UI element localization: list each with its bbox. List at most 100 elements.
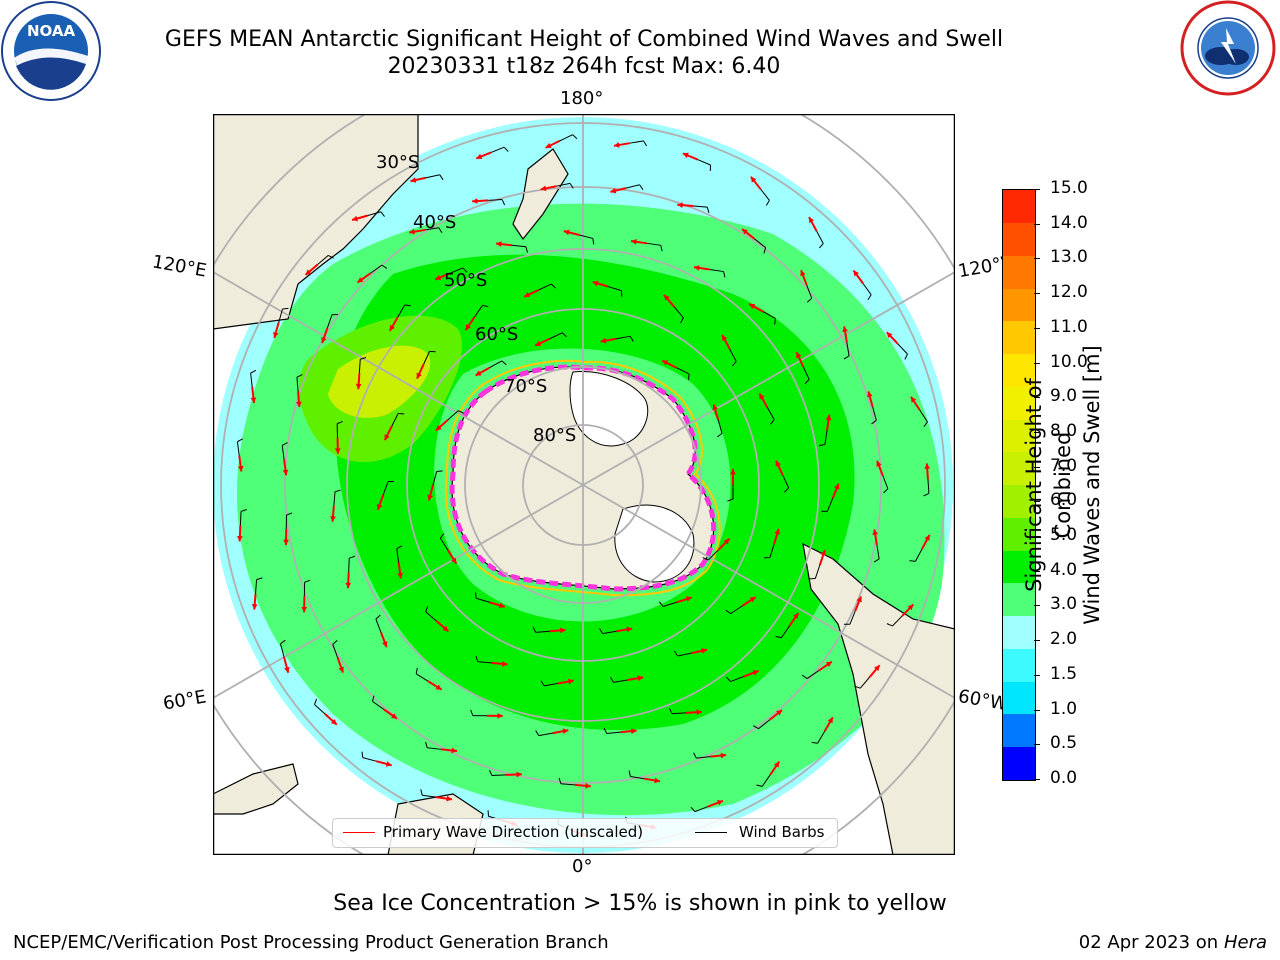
wind-barb-flag [282,442,288,446]
wind-barb [278,308,283,323]
wind-barb [677,652,692,657]
colorbar-tick-mark [1034,293,1040,295]
wave-arrow-head [416,372,422,379]
colorbar-tick-label: 12.0 [1050,282,1088,303]
wave-arrow-head [282,469,289,476]
wind-barb [625,184,640,189]
wave-arrow-head [475,370,482,376]
wind-barb-flag [725,609,731,615]
wave-arrow-head [742,229,749,235]
wind-barb [760,189,770,201]
wave-arrow-head [389,324,395,331]
wave-arrow-head [545,142,552,149]
colorbar-tick-mark [1034,327,1040,329]
wind-barb [613,679,628,683]
wind-barb [762,311,776,319]
wind-barb [616,335,631,340]
wind-barb-flag [470,709,474,716]
wind-barb [250,373,253,388]
wave-arrow-head [384,434,390,441]
wind-barb [511,244,527,248]
wave-arrow-head [585,782,591,789]
wave-band-6-7 [328,345,431,418]
colorbar-tick-label: 2.0 [1050,629,1078,650]
lat-label-30s: 30°S [376,152,420,173]
lat-label-50s: 50°S [444,270,488,291]
wave-arrow-head [516,771,522,778]
wind-barb [396,548,400,563]
wave-arrow-head [693,265,700,271]
wind-barb [862,283,872,296]
colorbar-tick-mark [1034,466,1040,468]
weddell-ice-shelf [614,504,695,583]
wind-barb-flag [610,676,614,683]
legend-barb-swatch [695,832,727,833]
colorbar-segment [1003,681,1035,715]
wave-arrow-head [355,383,362,390]
madagascar-land [213,763,299,815]
wind-barb-flag [871,419,877,425]
wind-barb [758,719,770,730]
colorbar-tick-mark [1034,258,1040,260]
wind-barb-flag [706,206,710,213]
wind-barb [362,757,377,762]
wind-barb-flag [525,246,528,253]
wind-barb-flag [753,725,759,730]
wind-barb-flag [336,420,343,425]
wind-barb-flag [332,640,338,645]
wave-arrow-head [284,666,290,673]
wind-barb-flag [380,211,385,217]
wave-arrow-head [749,597,756,603]
wind-barb-flag [439,174,444,181]
wave-arrow-head [834,483,840,490]
wave-arrow-head [910,396,917,403]
wind-barb [824,430,828,445]
wind-barb-flag [628,770,631,777]
wind-barb [709,269,724,273]
wind-barb-flag [883,488,889,494]
wave-arrow-head [476,153,483,160]
wind-barb [876,545,880,560]
wind-barb [826,498,834,512]
wind-barb [439,537,449,551]
wind-barb [427,747,442,750]
wind-barb-flag [540,680,545,687]
wind-barb-flag [886,623,893,627]
australia-land [213,114,419,330]
wave-arrow-head [631,238,637,245]
wind-barb [676,367,690,375]
wind-barb-flag [475,655,479,662]
wind-barb [730,676,744,683]
colorbar-segment [1003,288,1035,322]
wind-barb-flag [425,605,429,612]
wind-barb [806,284,813,299]
wind-barb-flag [702,557,709,561]
wave-arrow-head [237,465,244,472]
wind-barb-flag [280,639,286,645]
wave-arrow-head [352,215,358,222]
wind-barb-flag [375,614,381,620]
wind-barb-flag [673,650,679,657]
south-america-land [802,542,955,855]
wind-barb-flag [923,492,930,497]
wind-barb-flag [438,227,443,234]
wave-arrow-head [251,604,258,610]
wind-barb [449,267,464,274]
wind-barb-flag [904,353,908,360]
wave-arrow-head [283,539,289,545]
chart-subtitle: 20230331 t18z 264h fcst Max: 6.40 [387,54,781,79]
colorbar-tick-label: 11.0 [1050,316,1088,337]
wind-barb-flag [250,369,257,374]
wind-barb [607,286,622,292]
wind-barb-flag [873,558,880,563]
wind-barb [560,783,575,786]
wind-barb [782,474,790,489]
legend-wind-barbs: Wind Barbs [739,823,825,841]
wave-arrow-head [451,557,457,564]
colorbar-segment [1003,517,1035,551]
wave-arrow-head [924,463,931,469]
wave-arrow-head [820,550,826,556]
wind-barb-flag [489,769,493,776]
wind-barb-flag [415,667,418,674]
wind-barb [432,471,438,486]
